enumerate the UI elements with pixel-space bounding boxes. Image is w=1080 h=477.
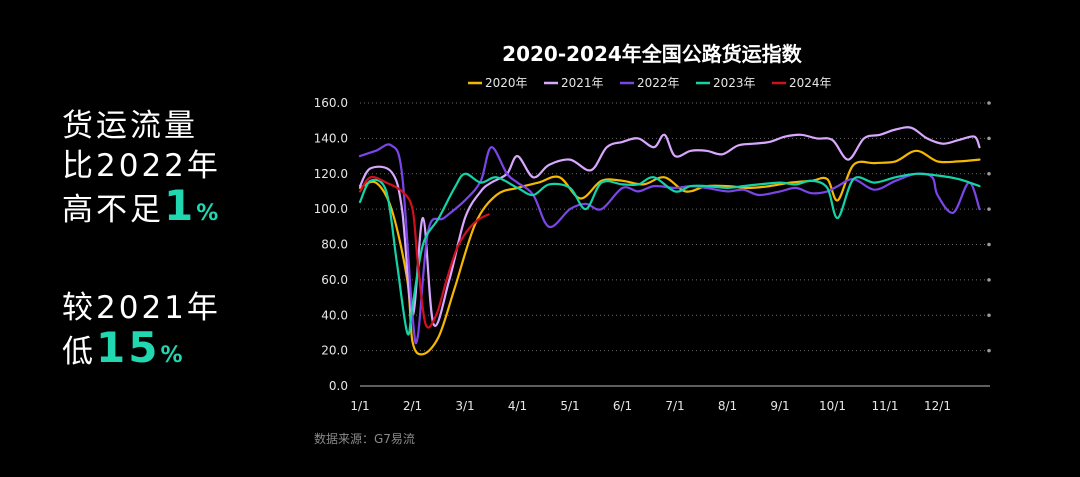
grid-end-dot (987, 313, 991, 318)
highlight-text-prefix: 高不足 (62, 192, 164, 228)
y-axis: 0.0 20.0 40.0 60.0 80.0 100.0 120.0 140.0 160.0 (314, 96, 348, 393)
legend-label: 2020年 (485, 76, 528, 90)
x-tick-label: 10/1 (819, 399, 846, 413)
x-tick-label: 2/1 (403, 399, 422, 413)
y-tick-label: 40.0 (321, 308, 348, 322)
grid-end-dot (987, 101, 991, 105)
highlight-unit: % (196, 201, 222, 226)
y-tick-label: 20.0 (321, 344, 348, 358)
x-tick-label: 12/1 (924, 399, 951, 413)
highlight-unit: % (160, 343, 186, 368)
highlight-text-prefix: 低 (62, 334, 96, 370)
data-source-note: 数据来源：G7易流 (314, 432, 415, 446)
highlight-block-2022: 货运流量 比2022年 高不足1% (62, 106, 221, 234)
x-tick-label: 5/1 (560, 399, 579, 413)
x-tick-label: 6/1 (613, 399, 632, 413)
grid-end-dot (987, 348, 991, 353)
grid-end-dot (987, 207, 991, 211)
highlight-text-line2: 比2022年 (62, 148, 221, 184)
x-tick-label: 11/1 (872, 399, 899, 413)
x-tick-label: 8/1 (718, 399, 737, 413)
y-tick-label: 100.0 (314, 202, 348, 216)
x-tick-label: 7/1 (665, 399, 684, 413)
legend-label: 2022年 (637, 76, 680, 90)
grid-end-dot (987, 171, 991, 176)
chart-legend: 2020年 2021年 2022年 2023年 2024年 (468, 76, 832, 90)
series-line-2022年 (358, 143, 981, 345)
highlight-text-line2: 低15% (62, 327, 221, 376)
x-tick-label: 4/1 (508, 399, 527, 413)
highlight-number: 15 (96, 323, 161, 372)
x-tick-label: 1/1 (350, 399, 369, 413)
series-line-2023年 (358, 172, 981, 336)
highlight-text-line1: 较2021年 (62, 290, 221, 326)
y-tick-label: 120.0 (314, 167, 348, 181)
y-tick-label: 140.0 (314, 131, 348, 145)
grid-end-dot (987, 242, 991, 247)
series-line-2020年 (358, 149, 981, 356)
x-axis: 1/1 2/1 3/1 4/1 5/1 6/1 7/1 8/1 9/1 10/1 11/1 12/1 (350, 385, 990, 413)
y-tick-label: 0.0 (329, 379, 348, 393)
freight-index-chart: 2020-2024年全国公路货运指数 2020年 2021年 2022年 2023年 2… (314, 42, 991, 413)
x-tick-label: 3/1 (455, 399, 474, 413)
series-line-2024年 (358, 175, 490, 329)
highlight-text-line3: 高不足1% (62, 185, 222, 234)
highlight-text-line1: 货运流量 (62, 108, 198, 144)
legend-label: 2024年 (789, 76, 832, 90)
highlight-number: 1 (164, 181, 197, 230)
legend-label: 2023年 (713, 76, 756, 90)
y-tick-label: 60.0 (321, 273, 348, 287)
chart-series (358, 126, 981, 356)
y-tick-label: 160.0 (314, 96, 348, 110)
series-line-2021年 (358, 126, 981, 327)
chart-title: 2020-2024年全国公路货运指数 (502, 42, 803, 66)
highlight-block-2021: 较2021年 低15% (62, 288, 221, 376)
chart-grid (360, 101, 991, 353)
x-tick-label: 9/1 (770, 399, 789, 413)
legend-label: 2021年 (561, 76, 604, 90)
y-tick-label: 80.0 (321, 238, 348, 252)
grid-end-dot (987, 278, 991, 282)
grid-end-dot (987, 136, 991, 141)
